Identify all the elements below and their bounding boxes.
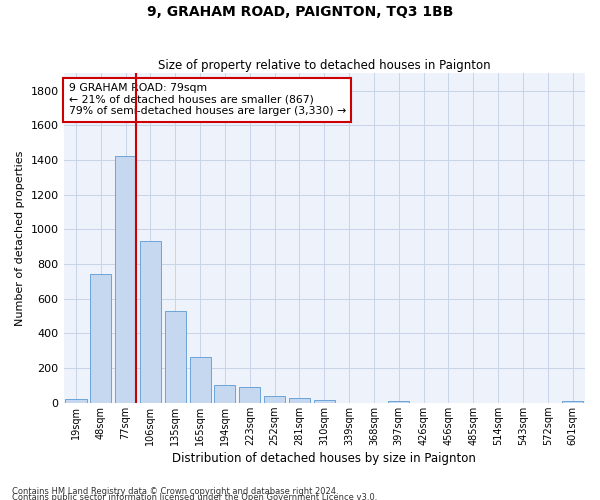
Bar — [264, 396, 285, 403]
Bar — [90, 274, 112, 403]
Bar — [140, 240, 161, 403]
Text: 9, GRAHAM ROAD, PAIGNTON, TQ3 1BB: 9, GRAHAM ROAD, PAIGNTON, TQ3 1BB — [147, 5, 453, 19]
Bar — [115, 156, 136, 403]
Bar — [239, 387, 260, 403]
Bar — [388, 400, 409, 403]
Bar — [65, 399, 86, 403]
Bar — [289, 398, 310, 403]
Text: Contains public sector information licensed under the Open Government Licence v3: Contains public sector information licen… — [12, 492, 377, 500]
Bar — [190, 357, 211, 403]
Text: 9 GRAHAM ROAD: 79sqm
← 21% of detached houses are smaller (867)
79% of semi-deta: 9 GRAHAM ROAD: 79sqm ← 21% of detached h… — [69, 83, 346, 116]
Bar — [314, 400, 335, 403]
Bar — [214, 384, 235, 403]
Bar — [165, 311, 186, 403]
Title: Size of property relative to detached houses in Paignton: Size of property relative to detached ho… — [158, 59, 491, 72]
Y-axis label: Number of detached properties: Number of detached properties — [15, 150, 25, 326]
X-axis label: Distribution of detached houses by size in Paignton: Distribution of detached houses by size … — [172, 452, 476, 465]
Bar — [562, 400, 583, 403]
Text: Contains HM Land Registry data © Crown copyright and database right 2024.: Contains HM Land Registry data © Crown c… — [12, 486, 338, 496]
